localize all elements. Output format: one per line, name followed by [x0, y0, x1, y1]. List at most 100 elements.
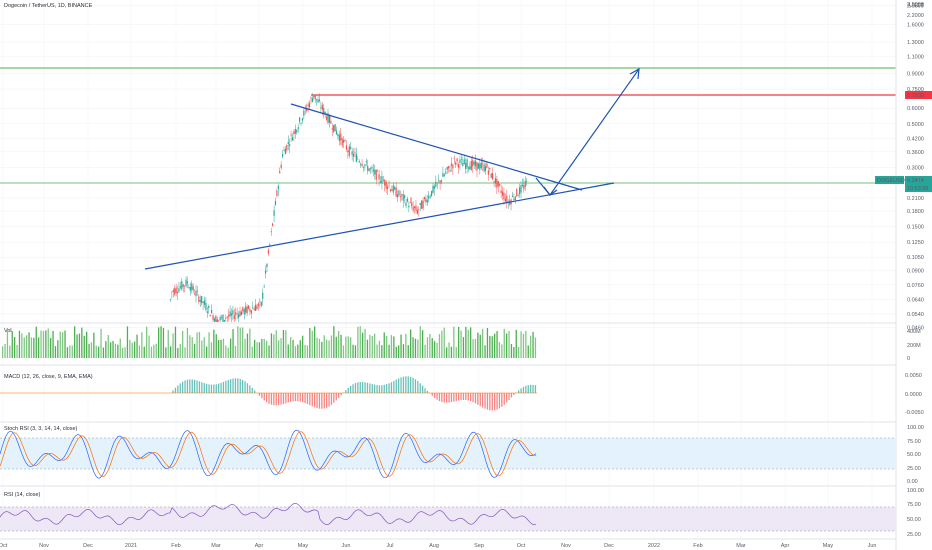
macd-bar — [280, 393, 282, 405]
volume-bar — [518, 347, 520, 358]
price-tick: 0.1800 — [907, 209, 924, 215]
candle-body — [308, 103, 311, 108]
volume-bar — [117, 344, 119, 358]
rsi-band — [0, 507, 896, 531]
candle-body — [249, 309, 251, 312]
rsi-tick: 25.00 — [907, 532, 921, 538]
macd-bar — [455, 393, 457, 402]
candle-body — [247, 305, 250, 309]
macd-ticks: 0.0050 0.0000 -0.0050 — [905, 373, 924, 416]
candle-body — [389, 189, 392, 192]
time-tick: Nov — [561, 543, 571, 549]
macd-bar — [340, 393, 342, 396]
volume-bar — [362, 332, 364, 358]
candle-body — [480, 162, 482, 169]
candle-body — [296, 129, 298, 133]
volume-bar — [38, 337, 40, 358]
candle-body — [237, 314, 240, 318]
volume-bar — [244, 338, 246, 358]
macd-bar — [362, 381, 364, 393]
volume-bar — [484, 345, 486, 358]
volume-bar — [261, 338, 263, 358]
macd-bar — [354, 383, 357, 393]
macd-bar — [323, 393, 325, 409]
candle-body — [499, 184, 501, 186]
volume-bar — [172, 333, 174, 358]
macd-bar — [417, 381, 419, 393]
candle-body — [399, 195, 401, 197]
candle-body — [474, 160, 477, 167]
volume-bar — [90, 342, 93, 358]
macd-bar — [304, 393, 306, 404]
candle-body — [307, 104, 309, 107]
volume-bar — [323, 335, 325, 358]
candle-body — [408, 205, 410, 208]
price-pane[interactable]: Dogecoin / TetherUS, 1D, BINANCE — [0, 3, 896, 322]
volume-bar — [318, 338, 321, 358]
volume-bar — [86, 331, 88, 358]
macd-bar — [194, 379, 196, 393]
candle-body — [351, 151, 353, 155]
candle-body — [448, 166, 450, 169]
candle-body — [483, 164, 485, 172]
candle-body — [257, 303, 260, 307]
candle-body — [405, 202, 407, 207]
candle-body — [259, 301, 261, 302]
volume-bar — [2, 346, 4, 358]
volume-bar — [122, 347, 124, 358]
macd-bar — [398, 378, 400, 393]
volume-bar — [64, 330, 66, 358]
candle-body — [243, 309, 245, 315]
candle-body — [186, 281, 189, 284]
price-tick: 0.7500 — [907, 87, 924, 93]
volume-bar — [33, 337, 35, 358]
macd-bar — [177, 385, 179, 393]
macd-tick: -0.0050 — [905, 410, 924, 416]
volume-bar — [479, 334, 481, 358]
stoch-rsi-pane[interactable]: Stoch RSI (3, 3, 14, 14, close) 100.00 75… — [0, 421, 924, 485]
volume-bar — [100, 328, 102, 358]
volume-bar — [258, 342, 261, 358]
macd-bar — [359, 381, 361, 393]
macd-bar — [316, 393, 318, 409]
volume-bar — [167, 330, 169, 358]
candle-body — [311, 98, 313, 102]
volume-bar — [50, 337, 52, 358]
candle-body — [286, 144, 288, 151]
volume-bar — [482, 328, 484, 358]
volume-bar — [28, 332, 30, 358]
volume-bar — [429, 334, 431, 358]
candle-body — [455, 162, 457, 165]
macd-bar — [388, 383, 390, 393]
volume-ticks: 400M 200M 0 — [907, 329, 921, 362]
rsi-pane[interactable]: RSI (14, close) 100.00 75.00 50.00 25.00 — [0, 485, 924, 538]
candle-body — [378, 174, 380, 180]
candle-body — [472, 160, 474, 167]
candle-body — [425, 198, 427, 202]
candle-body — [362, 166, 365, 168]
time-axis[interactable]: Oct Nov Dec 2021 Feb Mar Apr May Jun Jul Aug Sep Oct… — [0, 538, 896, 549]
volume-bar — [237, 326, 239, 358]
macd-bar — [506, 393, 508, 403]
price-axis[interactable]: USDT 2.0000 1.6000 1.3000 1.1000 0.9000 0.750… — [875, 0, 932, 550]
macd-bar — [513, 393, 515, 395]
volume-bar — [321, 341, 323, 358]
candle-body — [442, 172, 444, 177]
macd-bar — [270, 393, 273, 405]
volume-bar — [458, 326, 460, 358]
macd-bar — [438, 393, 441, 402]
macd-pane[interactable]: MACD (12, 26, close, 9, EMA, EMA) 0.0050… — [0, 364, 924, 416]
time-tick: Oct — [517, 543, 526, 549]
volume-bar — [306, 345, 309, 358]
candle-body — [526, 181, 528, 182]
volume-bar — [352, 344, 354, 358]
candle-body — [328, 115, 331, 123]
candle-body — [218, 320, 220, 321]
candle-body — [280, 164, 282, 168]
candle-body — [209, 314, 211, 317]
macd-bar — [395, 379, 397, 393]
volume-bars — [0, 322, 896, 358]
candle-body — [423, 197, 426, 200]
